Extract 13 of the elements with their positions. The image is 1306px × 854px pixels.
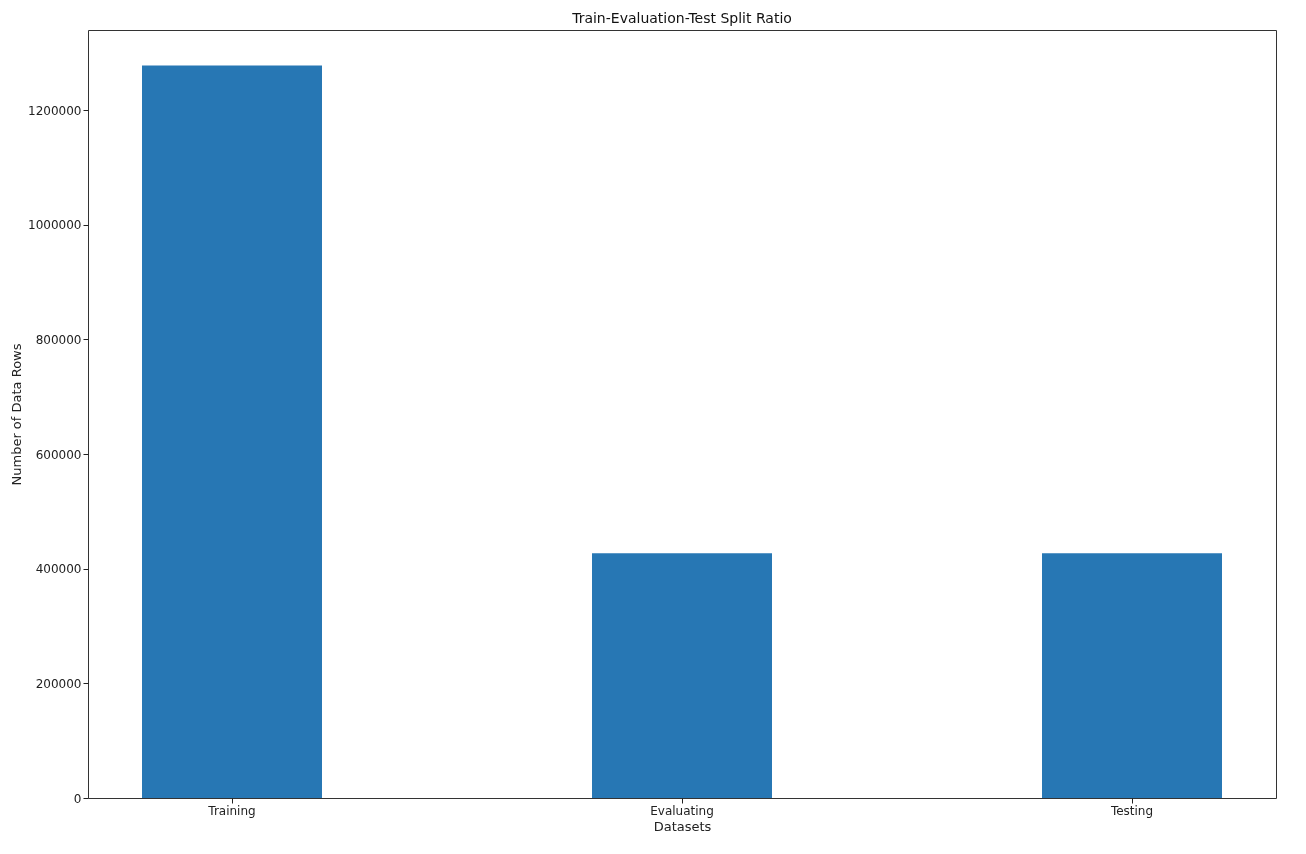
chart-title: Train-Evaluation-Test Split Ratio: [571, 10, 792, 26]
x-tick-label: Testing: [1109, 803, 1154, 818]
y-tick-label: 800000: [35, 332, 82, 347]
y-axis-title: Number of Data Rows: [9, 343, 25, 486]
x-axis-title: Datasets: [653, 818, 712, 834]
x-tick-label: Evaluating: [650, 803, 714, 818]
y-tick-label: 400000: [35, 562, 82, 577]
y-tick-label: 600000: [35, 447, 82, 462]
y-tick-label: 200000: [35, 676, 82, 691]
x-tick-label: Training: [207, 803, 256, 818]
y-tick-label: 1200000: [28, 103, 82, 118]
y-tick-label: 0: [73, 791, 82, 806]
y-tick-label: 1000000: [28, 218, 82, 233]
